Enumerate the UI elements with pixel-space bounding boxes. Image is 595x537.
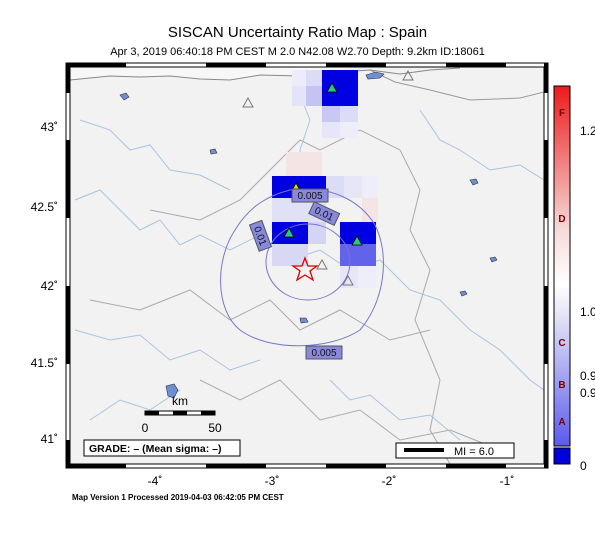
colorbar-value: 1.2	[580, 124, 595, 138]
scale-unit: km	[172, 394, 188, 408]
reservoir	[459, 290, 468, 297]
map-title: SISCAN Uncertainty Ratio Map : Spain	[167, 24, 428, 41]
contour-label: 0.005	[311, 348, 336, 359]
reservoir	[165, 383, 179, 399]
reservoir	[119, 92, 130, 101]
contour-label: 0.005	[297, 191, 322, 202]
station-triangle	[342, 274, 354, 286]
border-regional-3	[89, 289, 431, 341]
contours	[220, 188, 384, 347]
river-small-2	[419, 109, 544, 181]
x-tick-label: -2˚	[382, 474, 397, 488]
grade-letter: C	[558, 338, 565, 349]
scale-start: 0	[142, 421, 149, 435]
river-north	[79, 119, 231, 191]
mi-legend-label: MI = 6.0	[454, 446, 494, 458]
river-small-3	[329, 379, 461, 441]
colorbar-value: 1.0	[580, 305, 595, 319]
x-tick-label: -3˚	[265, 474, 280, 488]
y-tick-label: 41.5˚	[31, 356, 58, 370]
mi-legend-line	[404, 448, 444, 452]
colorbar-value: 0.9	[580, 386, 595, 400]
station-triangle-active	[351, 235, 363, 246]
station-triangle-active	[326, 82, 338, 93]
map-subtitle: Apr 3, 2019 06:40:18 PM CEST M 2.0 N42.0…	[110, 46, 485, 58]
border-regional-1	[399, 149, 451, 464]
y-tick-label: 42˚	[41, 279, 58, 293]
station-triangle	[242, 96, 254, 108]
footer-text: Map Version 1 Processed 2019-04-03 06:42…	[72, 493, 284, 502]
y-tick-label: 42.5˚	[31, 200, 58, 214]
mi-legend-box	[395, 442, 515, 459]
epicenter-star-icon	[290, 256, 320, 282]
border-france	[369, 69, 544, 101]
reservoir	[489, 256, 498, 263]
scale-end: 50	[208, 421, 222, 435]
coastline	[70, 67, 461, 81]
reservoir	[209, 148, 218, 155]
x-tick-label: -1˚	[500, 474, 515, 488]
station-triangle	[316, 258, 328, 270]
x-tick-label: -4˚	[148, 474, 163, 488]
colorbar-value: 0.9	[580, 369, 595, 383]
colorbar-value: 0	[580, 459, 587, 473]
reservoir	[365, 71, 385, 80]
grade-box	[83, 439, 241, 457]
grade-label: GRADE: – (Mean sigma: –)	[89, 443, 221, 455]
station-triangle-active	[283, 227, 295, 238]
scale-bar: km 0 50	[142, 394, 222, 435]
border-regional-4	[199, 379, 501, 451]
y-tick-label: 43˚	[41, 120, 58, 134]
map-frame	[65, 62, 549, 469]
river-duero	[74, 329, 261, 371]
axis-labels: -4˚ -3˚ -2˚ -1˚ 43˚ 42.5˚ 42˚ 41.5˚ 41˚	[31, 120, 515, 488]
grade-letter: D	[558, 214, 565, 225]
grade-letter: B	[558, 380, 565, 391]
contour-labels: 0.005 0.01 0.01 0.005	[248, 188, 343, 360]
colorbar: F D C B A 1.2 1.0 0.9 0.9 0	[553, 85, 595, 473]
grade-letter: A	[558, 417, 565, 428]
y-tick-label: 41˚	[41, 432, 58, 446]
grade-letter: F	[559, 108, 565, 119]
river-small-4	[89, 389, 181, 421]
reservoir	[469, 178, 479, 186]
reservoir	[299, 317, 309, 324]
station-triangle	[402, 69, 414, 81]
